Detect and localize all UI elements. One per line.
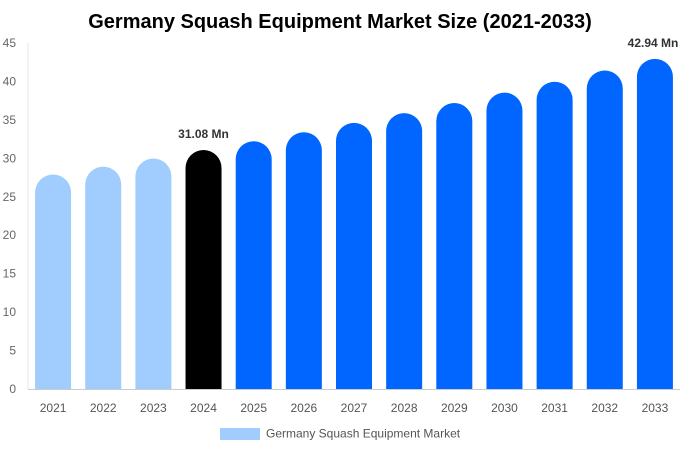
- chart-title: Germany Squash Equipment Market Size (20…: [88, 11, 592, 33]
- bar-2024: [185, 150, 222, 389]
- x-tick-label: 2033: [642, 401, 669, 415]
- data-labels: 31.08 Mn 42.94 Mn: [178, 36, 678, 141]
- data-label: 31.08 Mn: [178, 127, 229, 141]
- bar-2031: [536, 81, 573, 389]
- y-tick-label: 45: [3, 36, 17, 50]
- bar-2032: [586, 70, 623, 389]
- legend[interactable]: Germany Squash Equipment Market: [220, 427, 461, 441]
- bar-2023: [135, 158, 172, 389]
- x-tick-label: 2022: [90, 401, 117, 415]
- x-tick-label: 2026: [290, 401, 317, 415]
- y-tick-label: 25: [3, 190, 17, 204]
- y-tick-label: 30: [3, 151, 17, 165]
- x-tick-label: 2030: [491, 401, 518, 415]
- y-tick-label: 0: [9, 382, 16, 396]
- bar-2026: [285, 132, 322, 389]
- bar-2029: [436, 103, 473, 389]
- bar-2022: [85, 166, 122, 389]
- legend-swatch: [220, 428, 260, 440]
- y-tick-label: 10: [3, 305, 17, 319]
- y-tick-label: 5: [9, 344, 16, 358]
- data-label: 42.94 Mn: [628, 36, 679, 50]
- bar-2028: [386, 113, 423, 389]
- x-tick-label: 2023: [140, 401, 167, 415]
- bar-2030: [486, 92, 523, 390]
- x-tick-label: 2032: [591, 401, 618, 415]
- y-tick-label: 40: [3, 74, 17, 88]
- x-tick-label: 2021: [40, 401, 67, 415]
- x-tick-label: 2024: [190, 401, 217, 415]
- x-tick-label: 2031: [541, 401, 568, 415]
- y-axis: 0 5 10 15 20 25 30 35 40 45: [3, 36, 29, 396]
- x-tick-label: 2028: [391, 401, 418, 415]
- x-tick-label: 2025: [240, 401, 267, 415]
- bar-2025: [235, 141, 272, 389]
- y-tick-label: 35: [3, 113, 17, 127]
- bar-2021: [35, 174, 72, 389]
- bars: [35, 58, 673, 390]
- x-tick-label: 2027: [341, 401, 368, 415]
- y-tick-label: 20: [3, 228, 17, 242]
- y-tick-label: 15: [3, 267, 17, 281]
- x-axis: 2021 2022 2023 2024 2025 2026 2027 2028 2029 2030…: [28, 389, 680, 415]
- bar-2033: [636, 58, 673, 389]
- bar-2027: [336, 122, 372, 389]
- legend-label: Germany Squash Equipment Market: [266, 427, 461, 441]
- x-tick-label: 2029: [441, 401, 468, 415]
